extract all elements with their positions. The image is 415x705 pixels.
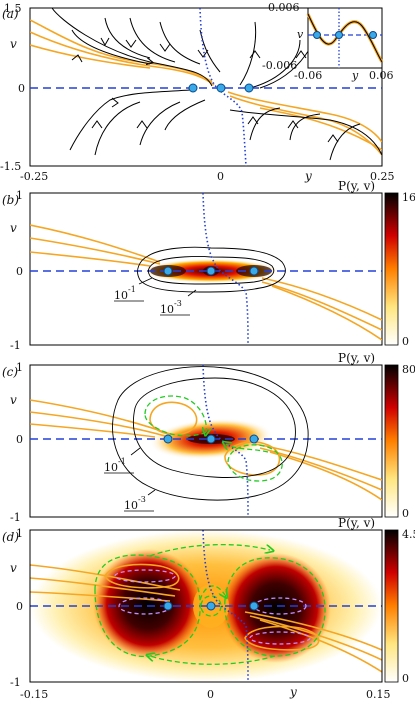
panel-a-inset-ytick-top: 0.006 xyxy=(268,1,300,14)
panel-d-colorbar-min: 0 xyxy=(402,672,409,685)
panel-b-contour-label-2-base: 10 xyxy=(160,303,174,316)
panel-b-colorbar-max: 160 xyxy=(402,191,415,204)
panel-c-ytick-top: 1 xyxy=(16,361,23,374)
panel-d-frame xyxy=(29,529,383,683)
panel-c-ytick-zero: 0 xyxy=(16,433,23,446)
panel-d: (d) xyxy=(2,516,415,701)
panel-b-ytick-top: 1 xyxy=(16,189,23,202)
panel-a-xtick-left: -0.25 xyxy=(20,170,48,183)
panel-c-loops xyxy=(144,395,283,482)
panel-a-xlabel: y xyxy=(304,169,312,183)
panel-a-label: (a) xyxy=(2,7,19,21)
panel-d-ytick-bottom: -1 xyxy=(10,676,21,689)
panel-b-contour-outer xyxy=(137,246,286,293)
panel-a-inset-xlabel: y xyxy=(351,69,359,82)
panel-b-ytick-zero: 0 xyxy=(16,265,23,278)
panel-c-colorbar xyxy=(384,364,399,518)
panel-a-separatrix xyxy=(199,8,247,166)
panel-a-ytick-zero: 0 xyxy=(18,82,25,95)
panel-d-ytick-top: 1 xyxy=(16,527,23,540)
panel-a-inset: v y 0.006 -0.006 -0.06 0.06 xyxy=(262,1,394,82)
panel-c-contour-label-2-base: 10 xyxy=(124,499,138,512)
panel-a-inset-ytick-bottom: -0.006 xyxy=(262,59,297,72)
panel-b-contour-label-1-base: 10 xyxy=(114,289,128,302)
panel-a-frame xyxy=(29,7,383,167)
panel-c-colorbar-min: 0 xyxy=(402,507,409,520)
panel-c-colorbar-title: P(y, v) xyxy=(338,351,375,365)
panel-d-label: (d) xyxy=(2,530,19,544)
panel-b-colorbar-min: 0 xyxy=(402,335,409,348)
panel-a-arrows xyxy=(71,37,339,143)
panel-a-inset-xtick-left: -0.06 xyxy=(294,69,322,82)
panel-c-contour-outer xyxy=(112,366,309,501)
panel-d-colorbar xyxy=(384,529,399,683)
panel-b-colorbar-title: P(y, v) xyxy=(338,179,375,193)
panel-b-contour-label-1-exp: -1 xyxy=(128,285,136,294)
panel-d-xtick-left: -0.15 xyxy=(20,688,48,701)
panel-d-fixed-points xyxy=(163,601,259,611)
panel-b-colorbar xyxy=(384,192,399,346)
panel-c-nullclines xyxy=(30,399,382,501)
panel-d-xtick-right: 0.15 xyxy=(366,688,391,701)
panel-d-xtick-zero: 0 xyxy=(207,688,214,701)
panel-a-xtick-right: 0.25 xyxy=(370,170,395,183)
panel-a-ytick-top: 1.5 xyxy=(4,2,22,15)
panel-a-inset-xtick-right: 0.06 xyxy=(369,69,394,82)
panel-b-separatrix xyxy=(202,193,249,345)
panel-c-ytick-bottom: -1 xyxy=(10,511,21,524)
panel-c-colorbar-max: 80 xyxy=(402,363,415,376)
panel-c: (c) xyxy=(2,351,415,524)
panel-b-fixed-points xyxy=(163,266,259,276)
panel-a-ytick-bottom: -1.5 xyxy=(0,160,21,173)
panel-c-label: (c) xyxy=(2,365,18,379)
panel-c-ylabel: v xyxy=(10,393,17,407)
panel-a: (a) xyxy=(0,1,395,183)
panel-a-xtick-zero: 0 xyxy=(217,170,224,183)
panel-a-trajectories xyxy=(51,8,382,161)
panel-d-loops xyxy=(94,544,326,665)
panel-a-inset-ylabel: v xyxy=(297,28,304,41)
panel-b-ytick-bottom: -1 xyxy=(10,339,21,352)
panel-b-contour-label-2-exp: -3 xyxy=(174,299,182,308)
panel-b-label: (b) xyxy=(2,193,19,207)
panel-c-contour-label-1-exp: -1 xyxy=(118,457,126,466)
panel-c-fixed-points xyxy=(163,434,259,444)
panel-c-contour-label-2-exp: -3 xyxy=(138,495,146,504)
panel-b-nullclines xyxy=(30,224,382,341)
panel-c-separatrix xyxy=(202,365,249,517)
panel-a-fixed-points xyxy=(188,83,254,93)
panel-d-xlabel: y xyxy=(289,685,297,699)
panel-b-ylabel: v xyxy=(10,221,17,235)
panel-b: (b) 10 xyxy=(2,179,415,352)
panel-d-nullclines xyxy=(30,563,382,673)
panel-d-ylabel: v xyxy=(10,561,17,575)
panel-d-colorbar-max: 4.5 xyxy=(402,528,415,541)
panel-d-ytick-zero: 0 xyxy=(16,600,23,613)
panel-c-contour-label-1-base: 10 xyxy=(104,461,118,474)
panel-d-colorbar-title: P(y, v) xyxy=(338,516,375,530)
panel-a-ylabel: v xyxy=(10,37,17,51)
